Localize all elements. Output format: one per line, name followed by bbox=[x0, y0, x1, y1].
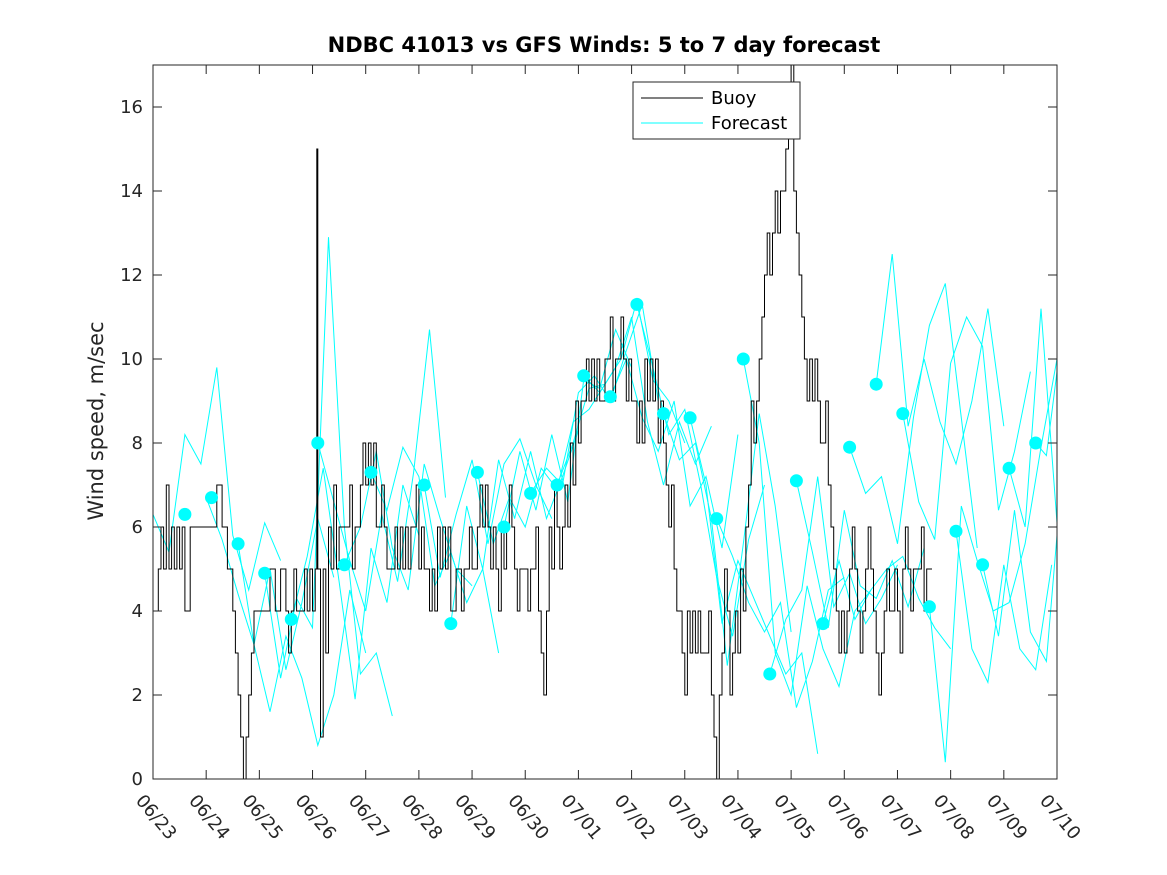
forecast-marker-19 bbox=[710, 512, 724, 526]
forecast-marker-2 bbox=[231, 537, 245, 551]
y-tick-label-8: 16 bbox=[120, 97, 143, 118]
forecast-marker-21 bbox=[763, 667, 777, 681]
forecast-run-line-25 bbox=[875, 253, 1005, 466]
forecast-run-line-20 bbox=[742, 358, 872, 697]
forecast-run-line-2 bbox=[237, 543, 367, 748]
forecast-marker-11 bbox=[497, 520, 511, 534]
forecast-marker-29 bbox=[976, 558, 990, 572]
forecast-marker-0 bbox=[178, 507, 192, 521]
forecast-marker-14 bbox=[577, 369, 591, 383]
y-axis-label: Wind speed, m/sec bbox=[84, 321, 108, 520]
forecast-marker-31 bbox=[1029, 436, 1043, 450]
legend-box bbox=[632, 81, 801, 140]
axes-box bbox=[152, 64, 1058, 780]
forecast-marker-22 bbox=[789, 474, 803, 488]
forecast-run-line-21 bbox=[769, 476, 898, 675]
chart-title: NDBC 41013 vs GFS Winds: 5 to 7 day fore… bbox=[328, 33, 881, 57]
forecast-marker-3 bbox=[258, 566, 272, 580]
forecast-marker-8 bbox=[417, 478, 431, 492]
forecast-run-line-3 bbox=[264, 237, 393, 717]
forecast-marker-30 bbox=[1002, 461, 1016, 475]
y-tick-label-7: 14 bbox=[120, 181, 143, 202]
buoy-line bbox=[153, 65, 932, 779]
y-tick-label-3: 6 bbox=[132, 517, 143, 538]
forecast-marker-9 bbox=[444, 617, 458, 631]
forecast-marker-12 bbox=[524, 486, 538, 500]
forecast-marker-24 bbox=[843, 440, 857, 454]
legend: Buoy Forecast bbox=[632, 81, 801, 140]
forecast-run-line-17 bbox=[663, 413, 792, 666]
legend-label-buoy: Buoy bbox=[711, 88, 757, 109]
y-tick-label-2: 4 bbox=[132, 601, 143, 622]
forecast-marker-17 bbox=[657, 407, 670, 421]
forecast-marker-4 bbox=[284, 612, 298, 626]
forecast-run-line-24 bbox=[849, 283, 978, 549]
forecast-marker-6 bbox=[337, 558, 351, 572]
forecast-run-line-28 bbox=[955, 531, 1053, 685]
plot-area bbox=[153, 65, 1057, 779]
forecast-marker-1 bbox=[205, 491, 218, 505]
forecast-marker-23 bbox=[816, 617, 830, 631]
forecast-marker-20 bbox=[736, 352, 750, 366]
forecast-markers bbox=[178, 297, 1043, 681]
forecast-marker-7 bbox=[364, 465, 378, 479]
forecast-run-line-30 bbox=[1008, 308, 1057, 528]
forecast-marker-15 bbox=[603, 390, 617, 404]
y-tick-label-6: 12 bbox=[120, 265, 143, 286]
forecast-marker-13 bbox=[550, 478, 564, 492]
forecast-run-line-0 bbox=[153, 367, 282, 592]
axes-frame bbox=[152, 64, 1058, 780]
forecast-marker-10 bbox=[470, 465, 484, 479]
forecast-run-line-29 bbox=[982, 510, 1057, 664]
y-tick-label-1: 2 bbox=[132, 685, 143, 706]
forecast-marker-16 bbox=[630, 297, 644, 311]
y-tick-label-0: 0 bbox=[132, 769, 143, 790]
forecast-marker-26 bbox=[896, 407, 910, 421]
buoy-series bbox=[153, 65, 932, 779]
forecast-run-line-4 bbox=[290, 468, 420, 700]
forecast-marker-18 bbox=[683, 411, 697, 425]
y-axis-ticks: 0 2 4 6 8 10 12 14 16 bbox=[120, 97, 1057, 790]
forecast-marker-5 bbox=[311, 436, 325, 450]
legend-label-forecast: Forecast bbox=[711, 113, 787, 134]
forecast-marker-27 bbox=[922, 600, 936, 614]
forecast-run-line-19 bbox=[716, 518, 845, 708]
y-tick-label-5: 10 bbox=[120, 349, 143, 370]
forecast-marker-28 bbox=[949, 524, 963, 538]
forecast-marker-25 bbox=[869, 377, 883, 391]
y-tick-label-4: 8 bbox=[132, 433, 143, 454]
